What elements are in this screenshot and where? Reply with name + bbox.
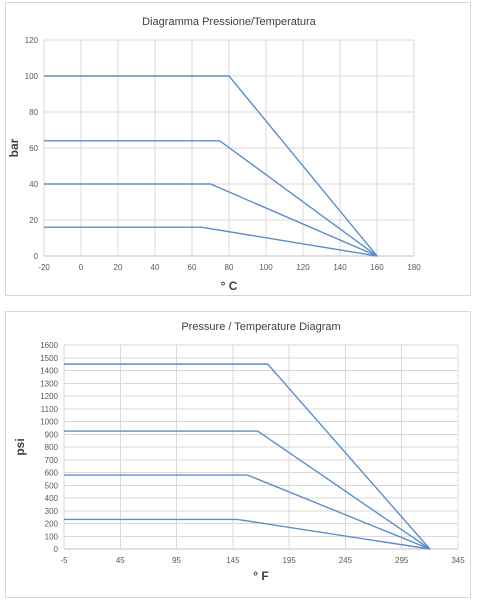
y-tick-label: 60 [29,144,38,153]
x-tick-label: 245 [339,556,353,565]
y-tick-label: 100 [45,532,59,541]
y-tick-label: 0 [34,252,39,261]
y-tick-label: 1200 [40,392,58,401]
series-line-4 [44,226,378,257]
y-tick-label: 80 [29,108,38,117]
chart-panel-fahrenheit: 0 100 200 300 400 500 600 700 800 900 1000 1100 1200… [5,311,471,598]
y-tick-label: 400 [45,494,59,503]
y-tick-label: 20 [29,216,38,225]
series-line-2 [44,140,378,257]
x-tick-label: -5 [60,556,68,565]
series-line-4 [64,518,430,550]
y-axis-label: psi [13,438,27,455]
series-line-3 [64,474,431,550]
x-tick-label: 20 [114,263,123,272]
x-tick-label: 295 [395,556,409,565]
x-tick-label: 160 [370,263,384,272]
x-tick-label: -20 [38,263,50,272]
series-line-3 [44,183,378,257]
y-tick-label: 0 [54,545,59,554]
x-tick-label: 195 [282,556,296,565]
y-tick-label: 300 [45,507,59,516]
x-tick-label: 145 [226,556,240,565]
series-line-1 [64,363,431,550]
x-axis-label: ° C [221,279,238,293]
series-line-1 [44,75,378,257]
x-tick-label: 140 [333,263,347,272]
chart-celsius: 0 20 40 60 80 100 120 -20 0 20 40 60 80 100 120 140 160 1… [7,16,421,293]
y-tick-label: 100 [25,72,39,81]
y-tick-label: 1500 [40,354,58,363]
x-tick-label: 100 [259,263,273,272]
chart-fahrenheit: 0 100 200 300 400 500 600 700 800 900 1000 1100 1200… [13,321,465,583]
y-tick-label: 800 [45,443,59,452]
y-tick-label: 600 [45,469,59,478]
chart-title: Pressure / Temperature Diagram [181,321,340,333]
x-tick-label: 95 [172,556,181,565]
chart-title: Diagramma Pressione/Temperatura [142,16,317,28]
y-axis-label: bar [7,138,21,157]
chart-panel-celsius: 0 20 40 60 80 100 120 -20 0 20 40 60 80 100 120 140 160 1… [5,2,471,296]
x-tick-label: 40 [151,263,160,272]
y-tick-label: 40 [29,180,38,189]
y-tick-label: 700 [45,456,59,465]
y-tick-label: 1600 [40,341,58,350]
x-tick-label: 0 [79,263,84,272]
y-tick-label: 1300 [40,379,58,388]
x-axis-label: ° F [253,569,268,583]
x-tick-label: 45 [116,556,125,565]
y-tick-label: 1400 [40,367,58,376]
y-tick-label: 1100 [41,405,59,414]
x-tick-label: 60 [188,263,197,272]
y-tick-label: 500 [45,481,59,490]
x-tick-label: 80 [225,263,234,272]
y-tick-label: 900 [45,430,59,439]
x-tick-label: 345 [451,556,465,565]
x-tick-label: 120 [296,263,310,272]
x-tick-label: 180 [407,263,421,272]
series-line-2 [64,430,431,550]
y-tick-label: 200 [45,520,59,529]
y-tick-label: 1000 [40,418,58,427]
y-tick-label: 120 [25,36,39,45]
